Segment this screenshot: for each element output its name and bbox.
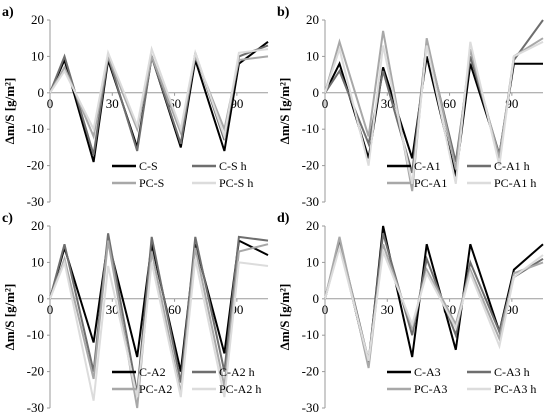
y-tick-label: 10	[31, 48, 44, 63]
x-tick-label: 0	[322, 302, 329, 317]
legend-label: C-S	[139, 159, 158, 173]
panel-a: a) Δm/S [g/m²] -30 -20 -10 0 10 20 0 30 60 90 C-S C-S…	[0, 0, 275, 206]
legend-label: PC-A1 h	[494, 176, 536, 190]
y-tick-label: 0	[313, 291, 320, 306]
panel-label: c)	[2, 211, 13, 226]
legend-label: C-A1	[414, 159, 441, 173]
y-tick-label: 0	[313, 85, 320, 100]
series-line-pc-a2	[49, 240, 269, 409]
y-tick-label: -20	[302, 158, 319, 173]
legend-label: C-A2	[139, 365, 166, 379]
panel-label: d)	[277, 211, 290, 226]
y-tick-label: -30	[302, 194, 319, 206]
y-tick-label: 10	[31, 254, 44, 269]
y-tick-label: 10	[306, 254, 319, 269]
panel-c: c) Δm/S [g/m²] -30 -20 -10 0 10 20 0 30 60 90 C-A2 C-…	[0, 206, 275, 412]
y-tick-label: -10	[27, 121, 44, 136]
legend-label: C-A2 h	[219, 365, 255, 379]
y-tick-label: -20	[27, 158, 44, 173]
y-axis-label: Δm/S [g/m²]	[277, 78, 292, 145]
panel-label: b)	[277, 5, 290, 20]
series-line-c-a2-h	[49, 233, 269, 394]
legend-label: PC-A1	[414, 176, 447, 190]
x-tick-label: 60	[443, 96, 456, 111]
y-tick-label: -20	[302, 364, 319, 379]
panel-d: d) Δm/S [g/m²] -30 -20 -10 0 10 20 0 30 60 90 C-A3 C-…	[275, 206, 550, 412]
y-tick-label: 10	[306, 48, 319, 63]
y-tick-label: -20	[27, 364, 44, 379]
series-line-pc-a3-h	[324, 243, 544, 361]
x-tick-label: 30	[381, 302, 394, 317]
y-axis-label: Δm/S [g/m²]	[2, 78, 17, 145]
series-line-pc-a2-h	[49, 258, 269, 401]
x-tick-label: 0	[322, 96, 329, 111]
y-tick-label: 20	[31, 218, 44, 233]
legend-label: PC-A3	[414, 382, 447, 396]
legend-label: C-A3	[414, 365, 441, 379]
series-line-pc-s-h	[49, 45, 269, 141]
y-tick-label: -10	[27, 327, 44, 342]
x-tick-label: 0	[47, 96, 54, 111]
y-tick-label: 0	[38, 85, 45, 100]
legend-label: PC-A3 h	[494, 382, 536, 396]
y-tick-label: -30	[27, 194, 44, 206]
x-tick-label: 30	[106, 302, 119, 317]
panel-label: a)	[2, 5, 14, 20]
x-tick-label: 60	[168, 302, 181, 317]
legend-label: C-S h	[219, 159, 247, 173]
legend-label: C-A3 h	[494, 365, 530, 379]
y-axis-label: Δm/S [g/m²]	[2, 284, 17, 351]
y-tick-label: 20	[306, 218, 319, 233]
y-axis-label: Δm/S [g/m²]	[277, 284, 292, 351]
legend-label: PC-S	[139, 176, 164, 190]
y-tick-label: 20	[306, 12, 319, 27]
legend-label: PC-A2	[139, 382, 172, 396]
y-tick-label: -30	[302, 400, 319, 412]
y-tick-label: -30	[27, 400, 44, 412]
x-tick-label: 0	[47, 302, 54, 317]
legend-label: PC-A2 h	[219, 382, 261, 396]
x-tick-label: 30	[106, 96, 119, 111]
series-line-pc-a1-h	[324, 40, 544, 185]
panel-b: b) Δm/S [g/m²] -30 -20 -10 0 10 20 0 30 60 90 C-A1 C-…	[275, 0, 550, 206]
y-tick-label: 0	[38, 291, 45, 306]
legend-label: PC-S h	[219, 176, 253, 190]
y-tick-label: -10	[302, 327, 319, 342]
legend-label: C-A1 h	[494, 159, 530, 173]
y-tick-label: 20	[31, 12, 44, 27]
y-tick-label: -10	[302, 121, 319, 136]
